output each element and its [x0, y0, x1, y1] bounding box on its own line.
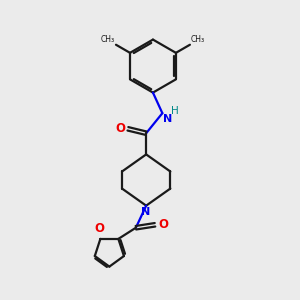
Text: O: O — [94, 222, 104, 235]
Text: CH₃: CH₃ — [191, 35, 205, 44]
Text: O: O — [158, 218, 168, 231]
Text: N: N — [141, 207, 150, 217]
Text: CH₃: CH₃ — [101, 35, 115, 44]
Text: H: H — [171, 106, 179, 116]
Text: O: O — [115, 122, 125, 135]
Text: N: N — [163, 114, 172, 124]
